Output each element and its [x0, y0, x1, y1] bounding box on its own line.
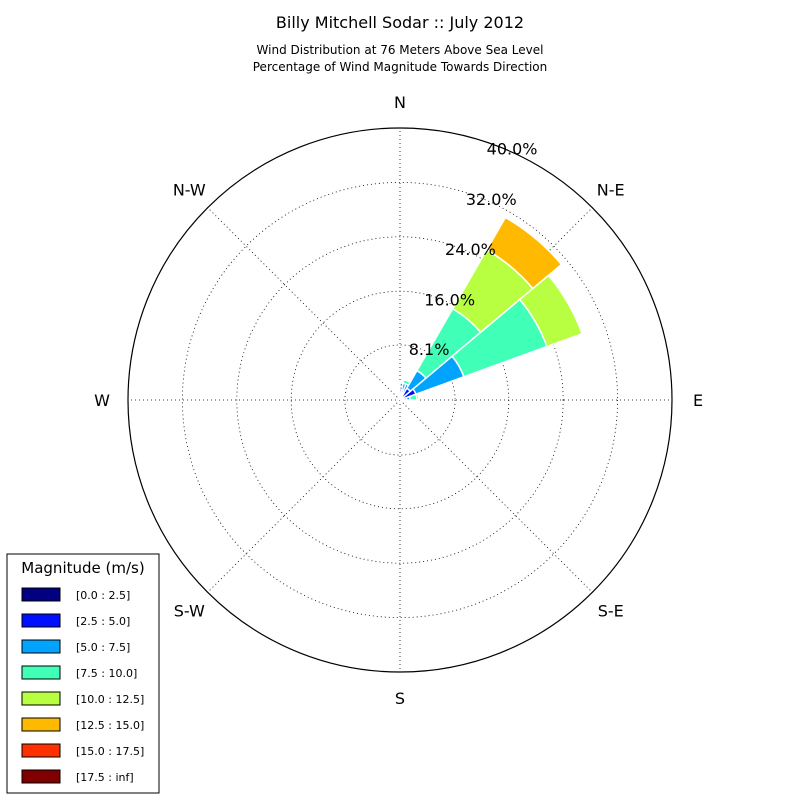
direction-label-s: S	[395, 689, 405, 708]
radial-tick-label: 8.1%	[409, 340, 450, 359]
direction-label-s-e: S-E	[598, 602, 624, 621]
legend-swatch	[21, 743, 61, 758]
grid-circle	[344, 344, 456, 456]
legend-label: [2.5 : 5.0]	[76, 615, 130, 628]
wind-bar-sector-7-bin-2	[402, 399, 407, 403]
legend-swatch	[21, 717, 61, 732]
chart-title: Billy Mitchell Sodar :: July 2012	[276, 13, 524, 32]
legend-label: [0.0 : 2.5]	[76, 589, 130, 602]
legend-label: [5.0 : 7.5]	[76, 641, 130, 654]
legend-swatch	[21, 639, 61, 654]
chart-subtitle-line-1: Wind Distribution at 76 Meters Above Sea…	[257, 43, 544, 57]
direction-label-n: N	[394, 93, 406, 112]
direction-label-n-w: N-W	[173, 180, 206, 199]
legend-swatch	[21, 769, 61, 784]
radial-tick-label: 32.0%	[466, 190, 517, 209]
wind-bars	[398, 216, 584, 403]
direction-label-w: W	[94, 391, 110, 410]
legend-label: [17.5 : inf]	[76, 771, 134, 784]
grid-spoke	[207, 399, 401, 593]
radial-tick-label: 16.0%	[424, 290, 475, 309]
axis-labels: N N-E E S-E S S-W W N-W 8.1% 16.0% 24.0% 32.0% 40.0%	[94, 93, 703, 708]
legend-swatch	[21, 665, 61, 680]
legend-label: [12.5 : 15.0]	[76, 719, 144, 732]
direction-label-s-w: S-W	[174, 602, 205, 621]
grid-spoke	[207, 207, 401, 401]
direction-label-n-e: N-E	[597, 180, 625, 199]
direction-label-e: E	[693, 391, 703, 410]
legend-label: [15.0 : 17.5]	[76, 745, 144, 758]
legend-swatch	[21, 691, 61, 706]
outer-circle	[127, 127, 673, 673]
chart-subtitle-line-2: Percentage of Wind Magnitude Towards Dir…	[253, 60, 547, 74]
grid-circle	[181, 181, 619, 619]
wind-bar-sector-6-bin-4	[415, 392, 420, 401]
wind-bar-sector-5-bin-4	[518, 274, 584, 348]
grid-spoke	[399, 399, 593, 593]
legend: Magnitude (m/s) [0.0 : 2.5] [2.5 : 5.0] [5…	[6, 553, 160, 794]
radial-tick-label: 24.0%	[445, 240, 496, 259]
grid-circle	[236, 236, 564, 564]
legend-items: [0.0 : 2.5] [2.5 : 5.0] [5.0 : 7.5] [7.5 : …	[21, 587, 144, 784]
radial-tick-label: 40.0%	[487, 140, 538, 159]
legend-swatch	[21, 587, 61, 602]
legend-label: [7.5 : 10.0]	[76, 667, 137, 680]
wind-bar-sector-4-bin-5	[485, 216, 563, 290]
legend-swatch	[21, 613, 61, 628]
legend-label: [10.0 : 12.5]	[76, 693, 144, 706]
legend-title: Magnitude (m/s)	[21, 559, 144, 577]
